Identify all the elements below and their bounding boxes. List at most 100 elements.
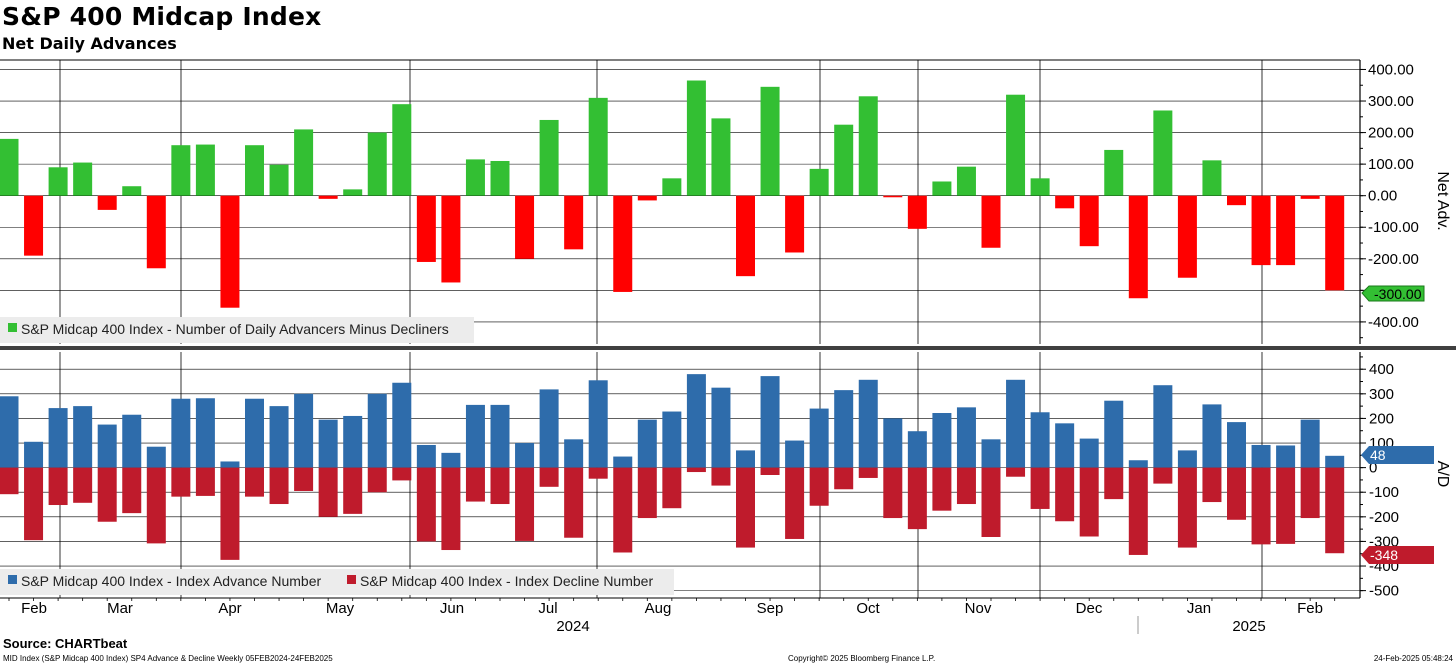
decline-bar	[564, 467, 584, 538]
advance-bar	[785, 440, 805, 468]
net-advance-bar	[785, 195, 805, 253]
net-advance-bar	[318, 195, 338, 199]
decline-bar	[97, 467, 117, 522]
net-advance-bar	[1006, 94, 1026, 196]
net-advance-bar	[1030, 178, 1050, 196]
advance-bar	[809, 408, 829, 468]
decline-bar	[269, 467, 289, 505]
net-advance-bar	[539, 119, 559, 196]
legend-panel1-bg	[0, 317, 474, 343]
x-month-label: Jan	[1187, 600, 1211, 617]
y-axis-title-ad: A/D	[1434, 461, 1451, 488]
net-advance-bar	[1202, 160, 1222, 196]
decline-bar	[122, 467, 142, 514]
year-label-2025: 2025	[1232, 618, 1265, 635]
decline-bar	[539, 467, 559, 487]
net-advance-bar	[1177, 195, 1197, 278]
y-tick-label-net: -100.00	[1368, 219, 1419, 236]
advance-bar	[171, 398, 191, 468]
decline-bar	[736, 467, 755, 548]
net-advances-bars	[0, 80, 1345, 308]
advance-bar	[416, 444, 436, 468]
net-advance-bar	[588, 97, 608, 196]
decline-bar	[1104, 467, 1124, 500]
x-month-label: Apr	[218, 600, 241, 617]
last-value-flag-advance: 48	[1361, 446, 1434, 464]
net-advance-bar	[24, 195, 44, 256]
advance-bar	[883, 418, 903, 468]
net-advance-bar	[613, 195, 633, 292]
y-tick-label-ad: 300	[1369, 386, 1394, 403]
net-advance-bar	[809, 168, 829, 196]
flag-label-advance: 48	[1370, 447, 1386, 463]
net-advance-bar	[220, 195, 240, 308]
flag-shape-net	[1361, 285, 1425, 302]
net-advance-bar	[294, 129, 314, 196]
net-advance-bar	[956, 166, 976, 196]
net-advance-bar	[1251, 195, 1271, 266]
y-axis-title-net: Net Adv.	[1434, 171, 1451, 230]
decline-bar	[686, 467, 706, 473]
advance-bar	[318, 419, 338, 468]
legend-label-advance: S&P Midcap 400 Index - Index Advance Num…	[21, 573, 321, 589]
decline-bar	[1325, 467, 1345, 554]
advance-decline-bars	[0, 374, 1345, 560]
legend-panel2-bg	[0, 569, 674, 595]
advance-bar	[1006, 379, 1026, 468]
decline-bar	[1202, 467, 1222, 503]
advance-bar	[932, 413, 952, 468]
net-advance-bar	[245, 145, 264, 196]
decline-bar	[171, 467, 191, 497]
advance-bar	[367, 393, 387, 468]
decline-bar	[1177, 467, 1197, 548]
legend-swatch-decline	[347, 575, 356, 584]
decline-bar	[1006, 467, 1026, 477]
advance-bar	[637, 419, 657, 468]
decline-bar	[883, 467, 903, 519]
advance-bar	[686, 374, 706, 468]
decline-bar	[785, 467, 805, 539]
chart-subtitle: Net Daily Advances	[2, 34, 177, 53]
advance-bar	[392, 382, 412, 468]
x-month-label: Mar	[107, 600, 133, 617]
advance-bar	[564, 439, 584, 468]
decline-bar	[1079, 467, 1099, 537]
panel-separator	[0, 346, 1456, 350]
decline-bar	[834, 467, 854, 490]
net-advance-bar	[981, 195, 1001, 248]
net-advance-bar	[637, 195, 657, 201]
last-value-flag-decline: -348	[1361, 546, 1434, 564]
y-tick-label-ad: -500	[1369, 583, 1399, 600]
net-advance-bar	[441, 195, 461, 283]
flag-label-decline: -348	[1370, 547, 1398, 563]
advance-bar	[122, 414, 142, 468]
flag-shape-decline	[1361, 546, 1434, 564]
advance-bar	[1227, 422, 1246, 468]
advance-bar	[1177, 450, 1197, 468]
y-tick-label-ad: 400	[1369, 361, 1394, 378]
flag-shape-advance	[1361, 446, 1434, 464]
decline-bar	[490, 467, 510, 505]
footer-copyright: Copyright© 2025 Bloomberg Finance L.P.	[788, 654, 936, 663]
advance-bar	[613, 456, 633, 468]
net-advance-bar	[858, 96, 878, 196]
legend-swatch-advance	[8, 575, 17, 584]
net-advance-bar	[269, 164, 289, 196]
net-advance-bar	[73, 162, 93, 196]
advance-bar	[539, 389, 559, 468]
decline-bar	[1251, 467, 1271, 545]
x-month-label: Jul	[538, 600, 557, 617]
advance-bar	[834, 390, 854, 468]
decline-bar	[367, 467, 387, 493]
decline-bar	[1227, 467, 1246, 520]
advance-bar	[465, 404, 485, 468]
decline-bar	[220, 467, 240, 560]
net-advance-bar	[1300, 195, 1320, 199]
decline-bar	[73, 467, 93, 503]
advance-bar	[1055, 423, 1075, 468]
net-advance-bar	[343, 189, 363, 196]
net-advance-bar	[171, 145, 191, 196]
net-advance-bar	[0, 138, 19, 196]
net-advance-bar	[1227, 195, 1246, 206]
net-advance-bar	[1276, 195, 1296, 266]
